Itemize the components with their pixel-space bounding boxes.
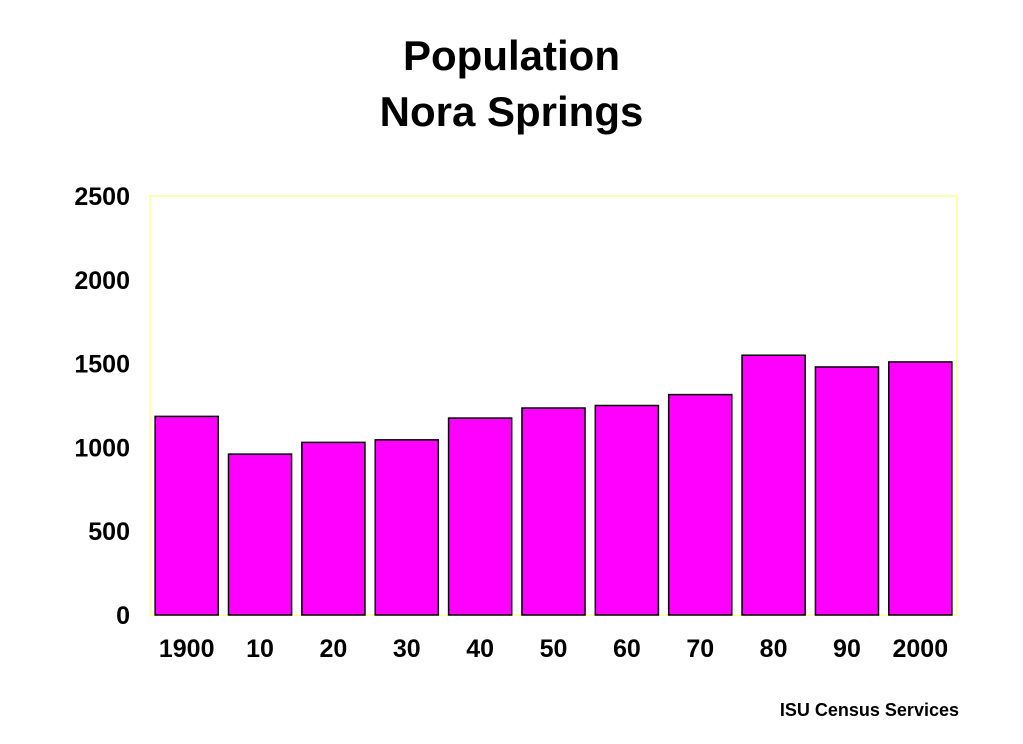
x-tick-label: 80 (760, 635, 788, 663)
bars (154, 354, 953, 616)
bar (374, 439, 440, 616)
x-tick-label: 90 (833, 635, 861, 663)
y-tick-label: 500 (88, 518, 130, 546)
x-tick-label: 50 (540, 635, 568, 663)
x-tick-label: 70 (686, 635, 714, 663)
bar (227, 453, 293, 616)
x-tick-label: 60 (613, 635, 641, 663)
bar (667, 393, 733, 616)
bar (521, 407, 586, 616)
x-tick-label: 2000 (893, 635, 949, 663)
bar (154, 415, 219, 616)
x-tick-label: 10 (246, 635, 274, 663)
chart-title-line-2: Nora Springs (379, 88, 644, 135)
chart-title: Population Nora Springs (0, 28, 1023, 140)
y-tick-label: 0 (116, 602, 130, 630)
source-note: ISU Census Services (779, 700, 959, 720)
y-tick-label: 1500 (74, 351, 130, 379)
x-tick-label: 1900 (159, 635, 215, 663)
x-tick-label: 40 (466, 635, 494, 663)
y-tick-label: 1000 (74, 434, 130, 462)
y-tick-label: 2500 (74, 183, 130, 211)
bar (447, 417, 513, 616)
x-tick-label: 20 (320, 635, 348, 663)
chart-title-line-1: Population (403, 32, 620, 79)
bar (888, 361, 953, 616)
y-axis: 0 500 1000 1500 2000 2500 (74, 183, 130, 630)
bar (301, 441, 366, 616)
bar (814, 366, 880, 616)
x-axis: 1900 10 20 30 40 50 60 70 80 90 2000 (159, 635, 948, 663)
x-tick-label: 30 (393, 635, 421, 663)
y-tick-label: 2000 (74, 267, 130, 295)
bar (594, 404, 660, 616)
bar (741, 354, 806, 616)
